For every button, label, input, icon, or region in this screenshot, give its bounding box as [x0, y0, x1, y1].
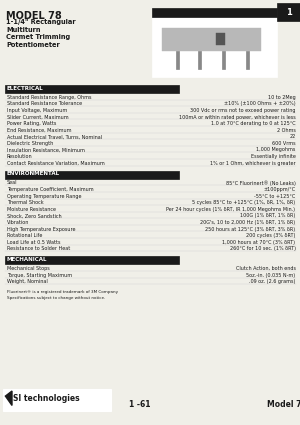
Text: ELECTRICAL: ELECTRICAL: [7, 86, 44, 91]
Text: 1,000 hours at 70°C (3% δRT): 1,000 hours at 70°C (3% δRT): [223, 240, 296, 245]
Text: Resistance to Solder Heat: Resistance to Solder Heat: [7, 246, 70, 251]
Text: Vibration: Vibration: [7, 220, 29, 225]
Text: Dielectric Strength: Dielectric Strength: [7, 141, 53, 146]
Text: 1,000 Megohms: 1,000 Megohms: [256, 147, 296, 153]
Bar: [152, 17, 277, 76]
Bar: [3, 389, 111, 411]
Text: Shock, Zero Sandstich: Shock, Zero Sandstich: [7, 213, 61, 218]
Text: MECHANICAL: MECHANICAL: [7, 257, 47, 262]
Text: Standard Resistance Range, Ohms: Standard Resistance Range, Ohms: [7, 95, 91, 100]
Text: MODEL 78: MODEL 78: [6, 11, 62, 21]
Text: Thermal Shock: Thermal Shock: [7, 200, 43, 205]
Text: Cermet Trimming: Cermet Trimming: [6, 34, 70, 40]
Text: ENVIRONMENTAL: ENVIRONMENTAL: [7, 171, 60, 176]
Text: ±100ppm/°C: ±100ppm/°C: [263, 187, 296, 192]
Polygon shape: [5, 391, 12, 405]
Text: 5oz.-in. (0.035 N-m): 5oz.-in. (0.035 N-m): [246, 272, 296, 278]
Text: Model 78: Model 78: [267, 400, 300, 409]
Bar: [4, 85, 178, 93]
Text: Standard Resistance Tolerance: Standard Resistance Tolerance: [7, 101, 82, 106]
Bar: [222, 51, 225, 69]
Text: Contact Resistance Variation, Maximum: Contact Resistance Variation, Maximum: [7, 161, 104, 166]
Text: 1-1/4" Rectangular: 1-1/4" Rectangular: [6, 19, 76, 25]
Text: Insulation Resistance, Minimum: Insulation Resistance, Minimum: [7, 147, 85, 153]
Bar: [152, 8, 277, 17]
Bar: [162, 28, 261, 51]
Text: Actual Electrical Travel, Turns, Nominal: Actual Electrical Travel, Turns, Nominal: [7, 134, 102, 139]
Text: 100mA or within rated power, whichever is less: 100mA or within rated power, whichever i…: [179, 114, 296, 119]
Text: Seal: Seal: [7, 180, 17, 185]
Text: 20G's, 10 to 2,000 Hz (1% δRT, 1% δR): 20G's, 10 to 2,000 Hz (1% δRT, 1% δR): [200, 220, 296, 225]
Text: 1.0 at 70°C derating to 0 at 125°C: 1.0 at 70°C derating to 0 at 125°C: [211, 121, 296, 126]
Bar: [4, 256, 178, 264]
Text: 2 Ohms: 2 Ohms: [277, 128, 296, 133]
Bar: [4, 170, 178, 178]
Text: 85°C Fluorinert® (No Leaks): 85°C Fluorinert® (No Leaks): [226, 180, 296, 186]
Text: Clutch Action, both ends: Clutch Action, both ends: [236, 266, 296, 271]
Text: 250 hours at 125°C (3% δRT, 3% δR): 250 hours at 125°C (3% δRT, 3% δR): [206, 227, 296, 232]
Text: 600 Vrms: 600 Vrms: [272, 141, 296, 146]
Text: 100G (1% δRT, 1% δR): 100G (1% δRT, 1% δR): [240, 213, 296, 218]
Bar: [246, 51, 249, 69]
Text: 200 cycles (3% δRT): 200 cycles (3% δRT): [246, 233, 296, 238]
Text: Power Rating, Watts: Power Rating, Watts: [7, 121, 56, 126]
Text: 260°C for 10 sec. (1% δRT): 260°C for 10 sec. (1% δRT): [230, 246, 296, 251]
Text: Per 24 hour cycles (1% δRT, IR 1,000 Megohms Min.): Per 24 hour cycles (1% δRT, IR 1,000 Meg…: [167, 207, 296, 212]
Bar: [216, 33, 225, 45]
Text: ±10% (±100 Ohms + ±20%): ±10% (±100 Ohms + ±20%): [224, 101, 296, 106]
Text: Temperature Coefficient, Maximum: Temperature Coefficient, Maximum: [7, 187, 93, 192]
Text: -55°C to +125°C: -55°C to +125°C: [254, 193, 296, 198]
Text: Weight, Nominal: Weight, Nominal: [7, 279, 47, 284]
Text: Potentiometer: Potentiometer: [6, 42, 60, 48]
Text: 1% or 1 Ohm, whichever is greater: 1% or 1 Ohm, whichever is greater: [210, 161, 296, 166]
Text: Operating Temperature Range: Operating Temperature Range: [7, 193, 81, 198]
Text: High Temperature Exposure: High Temperature Exposure: [7, 227, 75, 232]
Text: Moisture Resistance: Moisture Resistance: [7, 207, 56, 212]
Text: 10 to 2Meg: 10 to 2Meg: [268, 95, 295, 100]
Text: Slider Current, Maximum: Slider Current, Maximum: [7, 114, 68, 119]
Text: Specifications subject to change without notice.: Specifications subject to change without…: [7, 295, 105, 300]
Text: Rotational Life: Rotational Life: [7, 233, 42, 238]
Bar: [176, 51, 178, 69]
Text: Load Life at 0.5 Watts: Load Life at 0.5 Watts: [7, 240, 60, 245]
Text: Mechanical Stops: Mechanical Stops: [7, 266, 49, 271]
Text: 300 Vdc or rms not to exceed power rating: 300 Vdc or rms not to exceed power ratin…: [190, 108, 296, 113]
Text: 5 cycles 85°C to +125°C (1%, δR, 1%, δR): 5 cycles 85°C to +125°C (1%, δR, 1%, δR): [192, 200, 296, 205]
Text: End Resistance, Maximum: End Resistance, Maximum: [7, 128, 71, 133]
Text: Input Voltage, Maximum: Input Voltage, Maximum: [7, 108, 67, 113]
Text: Torque, Starting Maximum: Torque, Starting Maximum: [7, 272, 72, 278]
Text: Fluorinert® is a registered trademark of 3M Company: Fluorinert® is a registered trademark of…: [7, 290, 118, 294]
Text: SI technologies: SI technologies: [13, 394, 80, 402]
Bar: [277, 3, 300, 21]
Text: 1: 1: [286, 8, 292, 17]
Bar: [198, 51, 201, 69]
Text: Resolution: Resolution: [7, 154, 32, 159]
Text: Essentially infinite: Essentially infinite: [250, 154, 296, 159]
Text: 22: 22: [289, 134, 296, 139]
Text: .09 oz. (2.6 grams): .09 oz. (2.6 grams): [249, 279, 296, 284]
Text: 1 -61: 1 -61: [129, 400, 151, 409]
Text: Multiturn: Multiturn: [6, 27, 40, 33]
